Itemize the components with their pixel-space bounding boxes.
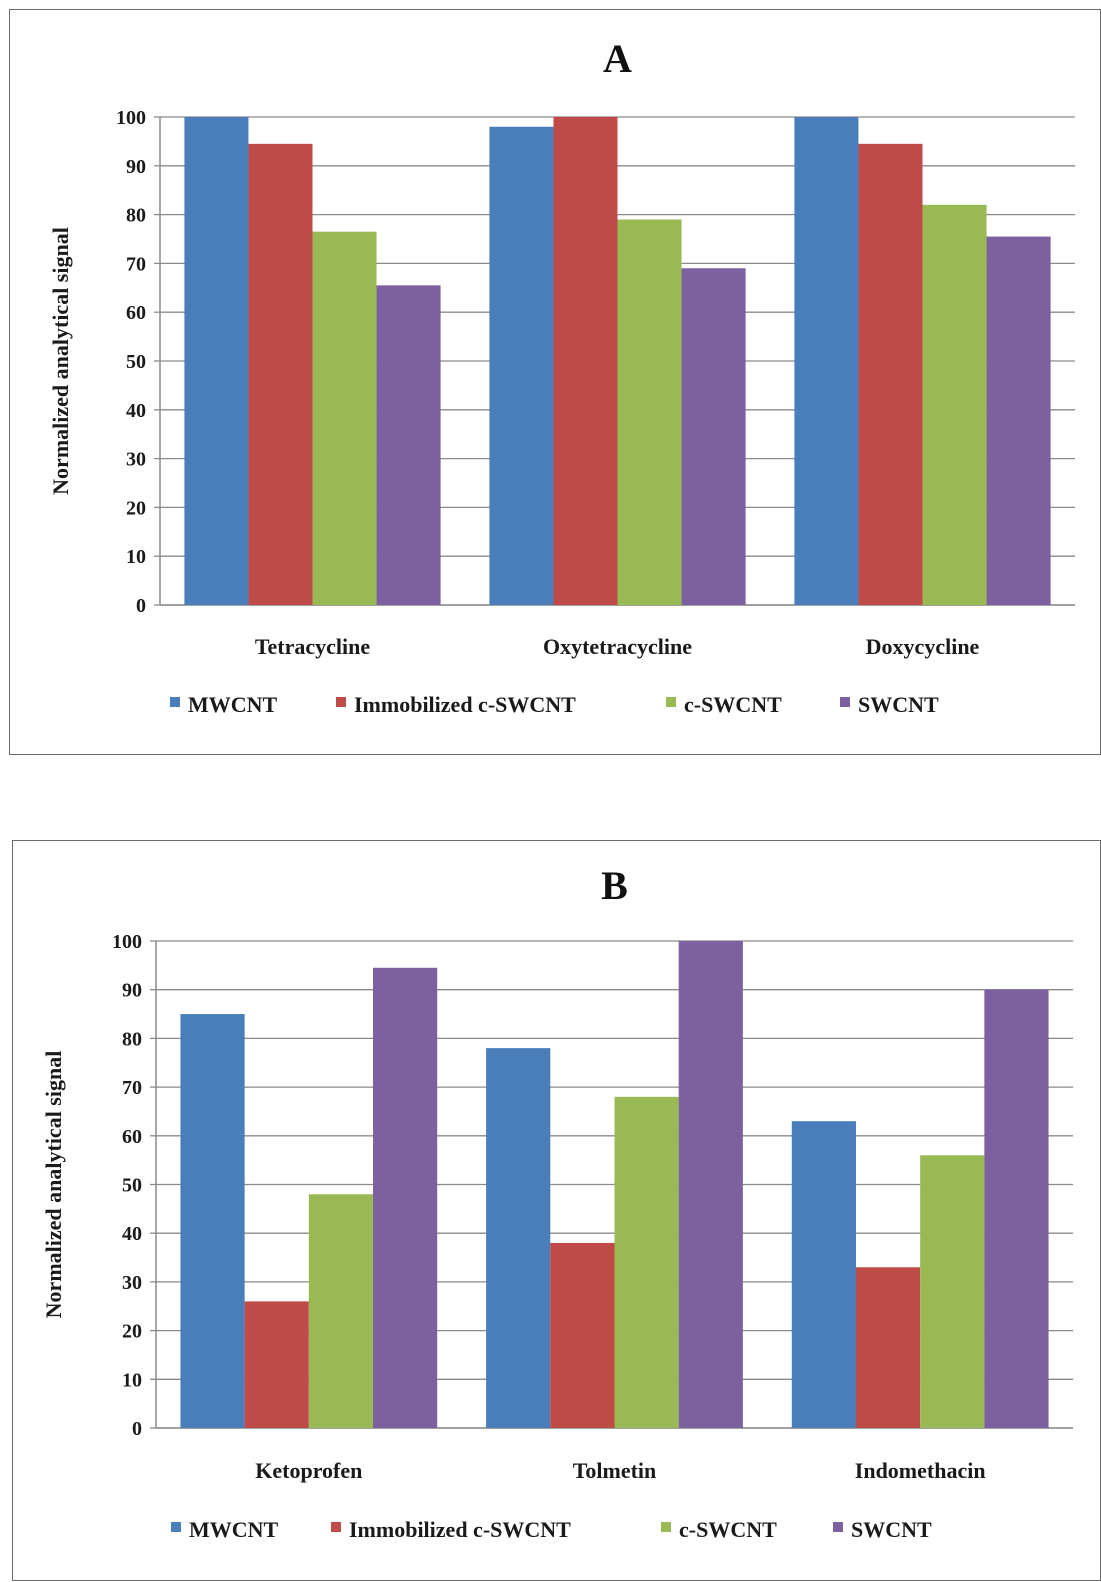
bar xyxy=(245,1301,309,1428)
bar xyxy=(373,968,437,1428)
bar xyxy=(184,117,248,605)
x-category-label: Oxytetracycline xyxy=(543,634,692,659)
bar xyxy=(309,1194,373,1428)
bar xyxy=(618,219,682,605)
chart-panel-a: A 0 10 20 30 40 50 60 70 80 90 100 Normalized analyt… xyxy=(9,9,1101,755)
chart-title: B xyxy=(601,863,628,908)
y-tick-label: 30 xyxy=(122,1272,142,1294)
bar xyxy=(248,144,312,605)
legend-swatch xyxy=(336,697,346,707)
bar xyxy=(858,144,922,605)
bar xyxy=(180,1014,244,1428)
legend-swatch xyxy=(840,697,850,707)
legend-label: c-SWCNT xyxy=(679,1517,777,1542)
y-tick-label: 50 xyxy=(122,1175,142,1197)
y-tick-label: 90 xyxy=(122,980,142,1002)
chart-title: A xyxy=(603,36,632,81)
chart-panel-b: B 0 10 20 30 40 50 60 70 80 90 100 Normalized analyt… xyxy=(12,840,1101,1581)
x-category-label: Indomethacin xyxy=(855,1458,986,1483)
bar xyxy=(550,1243,614,1428)
bar xyxy=(615,1097,679,1428)
bar xyxy=(313,232,377,605)
legend-label: MWCNT xyxy=(188,692,278,717)
y-tick-label: 0 xyxy=(136,595,146,617)
bar xyxy=(792,1121,856,1428)
y-tick-label: 60 xyxy=(122,1126,142,1148)
y-tick-label: 0 xyxy=(132,1418,142,1440)
y-tick-label: 70 xyxy=(126,253,146,275)
y-axis-label: Normalized analytical signal xyxy=(41,1051,66,1319)
bar xyxy=(984,990,1048,1428)
legend-label: SWCNT xyxy=(851,1517,932,1542)
legend-label: Immobilized c-SWCNT xyxy=(354,692,576,717)
bar xyxy=(679,941,743,1428)
bar xyxy=(377,285,441,605)
y-tick-label: 50 xyxy=(126,351,146,373)
legend-label: MWCNT xyxy=(189,1517,279,1542)
legend-swatch xyxy=(666,697,676,707)
bar xyxy=(682,268,746,605)
bar xyxy=(486,1048,550,1428)
y-tick-label: 80 xyxy=(122,1028,142,1050)
legend-swatch xyxy=(833,1522,843,1532)
y-tick-label: 100 xyxy=(116,107,146,129)
legend-swatch xyxy=(331,1522,341,1532)
y-tick-label: 20 xyxy=(122,1321,142,1343)
legend-label: SWCNT xyxy=(858,692,939,717)
y-axis-label: Normalized analytical signal xyxy=(48,227,73,495)
bar xyxy=(856,1267,920,1428)
bar xyxy=(553,117,617,605)
bar xyxy=(923,205,987,605)
x-category-label: Doxycycline xyxy=(866,634,980,659)
y-tick-label: 70 xyxy=(122,1077,142,1099)
bar xyxy=(920,1155,984,1428)
y-tick-label: 80 xyxy=(126,205,146,227)
legend-label: Immobilized c-SWCNT xyxy=(349,1517,571,1542)
y-tick-label: 10 xyxy=(122,1369,142,1391)
y-tick-label: 30 xyxy=(126,449,146,471)
bar xyxy=(987,237,1051,605)
legend-swatch xyxy=(661,1522,671,1532)
x-category-label: Tolmetin xyxy=(573,1458,657,1483)
legend-label: c-SWCNT xyxy=(684,692,782,717)
y-tick-label: 60 xyxy=(126,302,146,324)
bar xyxy=(794,117,858,605)
y-tick-label: 40 xyxy=(126,400,146,422)
y-tick-label: 20 xyxy=(126,497,146,519)
y-tick-label: 10 xyxy=(126,546,146,568)
chart-b-svg: B 0 10 20 30 40 50 60 70 80 90 100 Normalized analyt… xyxy=(13,841,1101,1582)
legend-swatch xyxy=(171,1522,181,1532)
legend-swatch xyxy=(170,697,180,707)
x-category-label: Tetracycline xyxy=(255,634,370,659)
bar xyxy=(489,127,553,605)
chart-a-svg: A 0 10 20 30 40 50 60 70 80 90 100 Normalized analyt… xyxy=(10,10,1101,756)
y-tick-label: 40 xyxy=(122,1223,142,1245)
y-tick-label: 100 xyxy=(112,931,142,953)
x-category-label: Ketoprofen xyxy=(255,1458,362,1483)
y-tick-label: 90 xyxy=(126,156,146,178)
